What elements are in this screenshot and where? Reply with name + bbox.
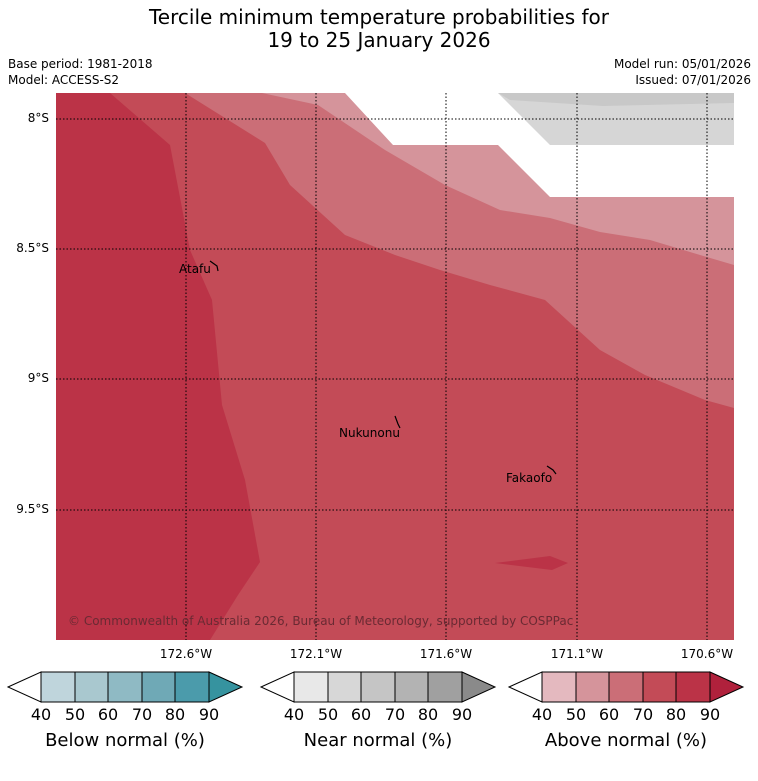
colorbar-below-seg — [75, 672, 108, 702]
lon-label: 171.6°W — [419, 647, 473, 661]
graticule — [56, 93, 734, 640]
lon-label: 172.6°W — [159, 647, 213, 661]
colorbar-below-seg — [175, 672, 209, 702]
nukunonu-outline — [394, 415, 401, 429]
colorbar-near-seg — [328, 672, 361, 702]
place-label-atafu: Atafu — [179, 262, 211, 276]
colorbar-below-seg — [108, 672, 142, 702]
colorbar-near-max-tri — [461, 671, 497, 703]
base-period: Base period: 1981-2018 — [8, 57, 153, 71]
lat-label: 8°S — [27, 111, 49, 125]
colorbar-near-label: Near normal (%) — [303, 730, 453, 751]
lon-label: 171.1°W — [550, 647, 604, 661]
fakaofo-outline — [546, 465, 557, 475]
colorbar-above-label: Above normal (%) — [544, 730, 708, 751]
colorbar-above-seg — [643, 672, 676, 702]
colorbar-above-tick: 90 — [699, 705, 721, 724]
lat-label: 8.5°S — [16, 241, 49, 255]
colorbar-below-max-tri — [208, 671, 244, 703]
colorbar-near-tick: 40 — [283, 705, 305, 724]
map-title-line-2: 19 to 25 January 2026 — [267, 28, 491, 52]
region-above-80 — [56, 93, 260, 640]
colorbar-above-seg — [676, 672, 710, 702]
lon-label: 172.1°W — [289, 647, 343, 661]
colorbar-above-seg — [609, 672, 643, 702]
colorbar-above-seg — [542, 672, 576, 702]
lon-label: 170.6°W — [680, 647, 734, 661]
colorbar-above-tick: 70 — [632, 705, 654, 724]
colorbar-near-seg — [294, 672, 328, 702]
colorbar-near-tick: 80 — [417, 705, 439, 724]
colorbar-above-seg — [576, 672, 609, 702]
colorbar-below-min-tri — [6, 671, 42, 703]
colorbar-above-normal — [507, 671, 745, 703]
colorbar-below-seg — [41, 672, 75, 702]
map-area — [56, 93, 734, 640]
colorbar-below-tick: 70 — [131, 705, 153, 724]
issued-date: Issued: 07/01/2026 — [635, 73, 751, 87]
colorbar-near-normal — [259, 671, 497, 703]
region-near-60 — [498, 93, 734, 106]
colorbar-above-tick: 80 — [665, 705, 687, 724]
colorbar-above-tick: 40 — [531, 705, 553, 724]
colorbar-below-normal — [6, 671, 244, 703]
atafu-outline — [209, 260, 219, 272]
colorbar-below-tick: 60 — [97, 705, 119, 724]
colorbar-below-tick: 90 — [198, 705, 220, 724]
colorbar-below-label: Below normal (%) — [45, 730, 205, 751]
colorbar-below-tick: 50 — [64, 705, 86, 724]
place-label-nukunonu: Nukunonu — [339, 426, 400, 440]
colorbar-near-seg — [428, 672, 462, 702]
colorbar-below-tick: 80 — [164, 705, 186, 724]
region-above-80-patch — [495, 556, 568, 570]
colorbar-near-tick: 50 — [317, 705, 339, 724]
colorbar-above-tick: 60 — [598, 705, 620, 724]
copyright-notice: © Commonwealth of Australia 2026, Bureau… — [68, 614, 574, 628]
model-run: Model run: 05/01/2026 — [613, 57, 751, 71]
colorbar-below-tick: 40 — [30, 705, 52, 724]
colorbar-near-tick: 60 — [350, 705, 372, 724]
lat-label: 9.5°S — [16, 502, 49, 516]
colorbar-near-min-tri — [259, 671, 295, 703]
colorbar-above-tick: 50 — [565, 705, 587, 724]
place-label-fakaofo: Fakaofo — [506, 471, 553, 485]
colorbar-near-seg — [361, 672, 395, 702]
lat-label: 9°S — [27, 371, 49, 385]
colorbar-near-tick: 70 — [384, 705, 406, 724]
map-title-line-1: Tercile minimum temperature probabilitie… — [148, 5, 610, 29]
colorbar-above-max-tri — [709, 671, 745, 703]
colorbar-below-seg — [142, 672, 175, 702]
colorbar-above-min-tri — [507, 671, 543, 703]
colorbar-near-tick: 90 — [451, 705, 473, 724]
colorbar-near-seg — [395, 672, 428, 702]
model-name: Model: ACCESS-S2 — [8, 73, 120, 87]
